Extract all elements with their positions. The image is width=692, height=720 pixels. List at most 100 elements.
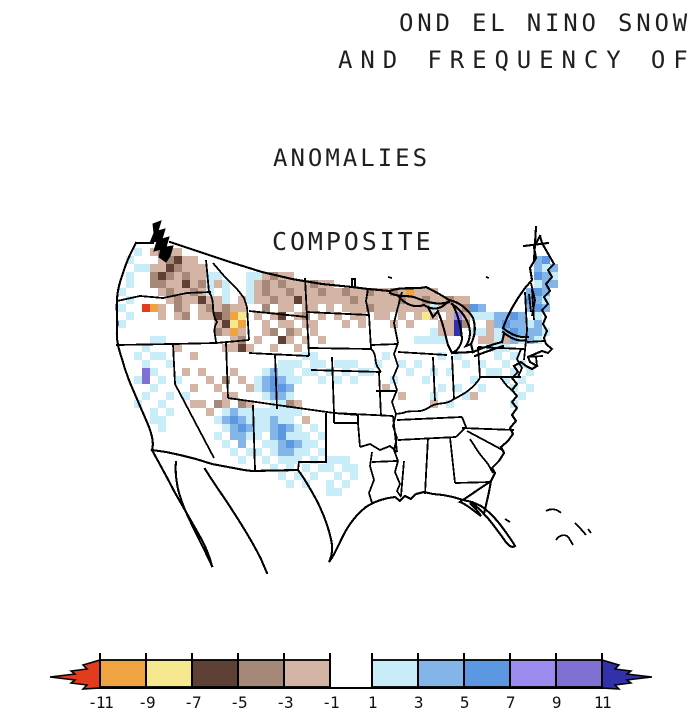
anomaly-cell xyxy=(350,464,358,472)
anomaly-cell xyxy=(510,352,518,360)
anomaly-cell xyxy=(342,368,350,376)
anomaly-cell xyxy=(158,336,166,344)
anomaly-cell xyxy=(190,256,198,264)
anomaly-cell xyxy=(190,280,198,288)
anomaly-cell xyxy=(534,336,542,344)
anomaly-cell xyxy=(182,288,190,296)
anomaly-cell xyxy=(174,248,182,256)
anomaly-cell xyxy=(262,384,270,392)
anomaly-cell xyxy=(446,320,454,328)
anomaly-cell xyxy=(238,432,246,440)
anomaly-cell xyxy=(150,384,158,392)
anomaly-cell xyxy=(366,288,374,296)
anomaly-cell xyxy=(270,368,278,376)
anomaly-cell xyxy=(454,352,462,360)
anomaly-cell xyxy=(310,472,318,480)
anomaly-cell xyxy=(278,280,286,288)
anomaly-cell xyxy=(238,344,246,352)
anomaly-cell xyxy=(390,296,398,304)
anomaly-cell xyxy=(198,304,206,312)
anomaly-cell xyxy=(126,280,134,288)
anomaly-cell xyxy=(454,320,462,328)
anomaly-cell xyxy=(318,464,326,472)
anomaly-cell xyxy=(286,272,294,280)
anomaly-cell xyxy=(158,376,166,384)
anomaly-cell xyxy=(342,360,350,368)
anomaly-cell xyxy=(478,336,486,344)
anomaly-cell xyxy=(342,456,350,464)
anomaly-cell xyxy=(534,296,542,304)
anomaly-cell xyxy=(518,376,526,384)
anomaly-cell xyxy=(326,368,334,376)
anomaly-cells xyxy=(118,248,558,496)
anomaly-cell xyxy=(278,424,286,432)
anomaly-cell xyxy=(286,392,294,400)
anomaly-cell xyxy=(342,296,350,304)
anomaly-cell xyxy=(238,424,246,432)
anomaly-cell xyxy=(294,360,302,368)
anomaly-cell xyxy=(286,408,294,416)
anomaly-cell xyxy=(278,384,286,392)
anomaly-cell xyxy=(150,264,158,272)
anomaly-cell xyxy=(518,312,526,320)
anomaly-cell xyxy=(230,304,238,312)
anomaly-cell xyxy=(438,328,446,336)
anomaly-cell xyxy=(222,312,230,320)
anomaly-cell xyxy=(222,440,230,448)
anomaly-cell xyxy=(222,392,230,400)
anomaly-cell xyxy=(230,312,238,320)
anomaly-cell xyxy=(270,416,278,424)
anomaly-cell xyxy=(294,472,302,480)
anomaly-cell xyxy=(318,312,326,320)
anomaly-cell xyxy=(462,360,470,368)
anomaly-cell xyxy=(222,288,230,296)
anomaly-cell xyxy=(118,288,126,296)
legend-box xyxy=(417,659,465,688)
anomaly-cell xyxy=(470,312,478,320)
anomaly-cell xyxy=(246,344,254,352)
anomaly-cell xyxy=(270,392,278,400)
anomaly-cell xyxy=(166,288,174,296)
anomaly-cell xyxy=(486,320,494,328)
anomaly-cell xyxy=(230,408,238,416)
legend-tick-label: 7 xyxy=(506,693,515,712)
anomaly-cell xyxy=(174,376,182,384)
anomaly-cell xyxy=(550,280,558,288)
anomaly-cell xyxy=(238,408,246,416)
legend-box xyxy=(371,659,419,688)
anomaly-cell xyxy=(502,320,510,328)
anomaly-cell xyxy=(470,376,478,384)
anomaly-cell xyxy=(198,400,206,408)
anomaly-cell xyxy=(406,296,414,304)
anomaly-cell xyxy=(334,312,342,320)
anomaly-cell xyxy=(182,256,190,264)
anomaly-cell xyxy=(158,304,166,312)
anomaly-cell xyxy=(198,280,206,288)
anomaly-cell xyxy=(518,392,526,400)
anomaly-cell xyxy=(270,432,278,440)
anomaly-cell xyxy=(302,440,310,448)
anomaly-cell xyxy=(286,288,294,296)
anomaly-cell xyxy=(166,280,174,288)
anomaly-cell xyxy=(238,456,246,464)
anomaly-cell xyxy=(214,296,222,304)
anomaly-cell xyxy=(422,304,430,312)
anomaly-cell xyxy=(318,360,326,368)
anomaly-cell xyxy=(422,312,430,320)
anomaly-cell xyxy=(294,344,302,352)
anomaly-cell xyxy=(326,296,334,304)
anomaly-cell xyxy=(198,368,206,376)
anomaly-cell xyxy=(334,488,342,496)
anomaly-cell xyxy=(526,320,534,328)
anomaly-cell xyxy=(534,264,542,272)
anomaly-cell xyxy=(526,384,534,392)
anomaly-cell xyxy=(270,312,278,320)
anomaly-cell xyxy=(206,272,214,280)
anomaly-cell xyxy=(190,352,198,360)
anomaly-cell xyxy=(278,400,286,408)
anomaly-cell xyxy=(230,328,238,336)
anomaly-cell xyxy=(190,384,198,392)
anomaly-cell xyxy=(254,424,262,432)
anomaly-cell xyxy=(278,376,286,384)
